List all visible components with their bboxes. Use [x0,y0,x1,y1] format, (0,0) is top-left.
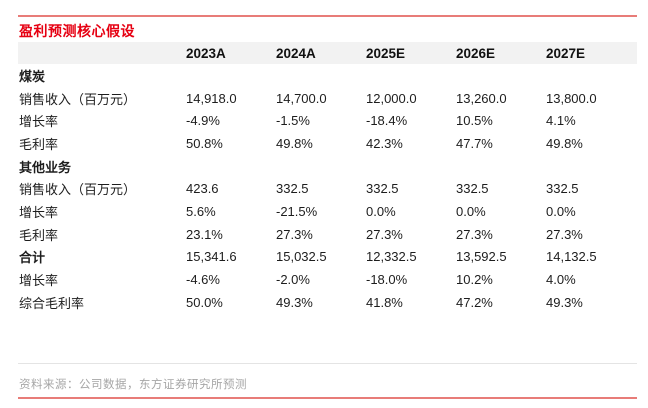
data-cell: 0.0% [366,203,396,219]
data-cell: 5.6% [186,203,216,219]
data-cell: 12,000.0 [366,90,417,106]
data-cell: 47.7% [456,135,493,151]
data-cell: 14,918.0 [186,90,237,106]
data-cell: -4.9% [186,113,220,129]
row-label: 增长率 [19,273,59,289]
forecast-table: 2023A 2024A 2025E 2026E 2027E 煤炭 销售收入（百万… [18,42,637,314]
data-cell: 42.3% [366,135,403,151]
table-row-coal-section: 煤炭 [18,64,637,87]
data-cell: 13,260.0 [456,90,507,106]
data-cell: 12,332.5 [366,249,417,265]
data-cell: -18.0% [366,272,408,288]
data-cell: 15,341.6 [186,249,237,265]
data-cell: 50.0% [186,294,223,310]
data-cell: 332.5 [546,181,579,197]
table-row-other-growth: 增长率 5.6% -21.5% 0.0% 0.0% 0.0% [18,200,637,223]
data-cell: 27.3% [366,226,403,242]
data-cell: 14,132.5 [546,249,597,265]
data-cell: 23.1% [186,226,223,242]
table-row-total-growth: 增长率 -4.6% -2.0% -18.0% 10.2% 4.0% [18,268,637,291]
row-label: 毛利率 [19,227,59,243]
header-cell-2025E: 2025E [366,45,406,61]
data-cell: 4.1% [546,113,576,129]
data-cell: 423.6 [186,181,219,197]
bottom-rule [18,397,637,399]
data-cell: 47.2% [456,294,493,310]
table-row-coal-growth: 增长率 -4.9% -1.5% -18.4% 10.5% 4.1% [18,109,637,132]
table-header-row: 2023A 2024A 2025E 2026E 2027E [18,42,637,64]
row-label: 合计 [19,250,46,266]
row-label: 增长率 [19,204,59,220]
table-row-coal-revenue: 销售收入（百万元） 14,918.0 14,700.0 12,000.0 13,… [18,87,637,110]
top-rule [18,15,637,17]
table-row-other-margin: 毛利率 23.1% 27.3% 27.3% 27.3% 27.3% [18,223,637,246]
data-cell: 10.2% [456,272,493,288]
row-label: 煤炭 [19,68,46,84]
row-label: 增长率 [19,114,59,130]
data-cell: 49.8% [276,135,313,151]
data-cell: 14,700.0 [276,90,327,106]
data-cell: 13,592.5 [456,249,507,265]
data-cell: 0.0% [456,203,486,219]
row-label: 综合毛利率 [19,295,85,311]
data-cell: 49.8% [546,135,583,151]
row-label: 销售收入（百万元） [19,182,137,198]
table-row-combined-margin: 综合毛利率 50.0% 49.3% 41.8% 47.2% 49.3% [18,291,637,314]
data-cell: 10.5% [456,113,493,129]
data-cell: 49.3% [276,294,313,310]
data-cell: 50.8% [186,135,223,151]
data-cell: -18.4% [366,113,408,129]
table-row-other-section: 其他业务 [18,155,637,178]
header-cell-2024A: 2024A [276,45,316,61]
data-cell: 49.3% [546,294,583,310]
data-cell: -21.5% [276,203,318,219]
data-cell: 332.5 [366,181,399,197]
data-cell: 332.5 [456,181,489,197]
data-cell: 0.0% [546,203,576,219]
row-label: 销售收入（百万元） [19,91,137,107]
row-label: 毛利率 [19,136,59,152]
data-cell: 13,800.0 [546,90,597,106]
data-cell: -2.0% [276,272,310,288]
data-cell: 27.3% [456,226,493,242]
data-cell: -4.6% [186,272,220,288]
table-row-other-revenue: 销售收入（百万元） 423.6 332.5 332.5 332.5 332.5 [18,177,637,200]
header-cell-2026E: 2026E [456,45,496,61]
data-cell: -1.5% [276,113,310,129]
table-row-total: 合计 15,341.6 15,032.5 12,332.5 13,592.5 1… [18,246,637,269]
source-note: 资料来源：公司数据，东方证券研究所预测 [19,379,247,391]
table-row-coal-margin: 毛利率 50.8% 49.8% 42.3% 47.7% 49.8% [18,132,637,155]
data-cell: 27.3% [276,226,313,242]
data-cell: 332.5 [276,181,309,197]
separator-rule [18,363,637,364]
row-label: 其他业务 [19,159,72,175]
header-cell-2023A: 2023A [186,45,226,61]
data-cell: 4.0% [546,272,576,288]
table-title: 盈利预测核心假设 [19,23,135,39]
data-cell: 27.3% [546,226,583,242]
header-cell-2027E: 2027E [546,45,586,61]
data-cell: 15,032.5 [276,249,327,265]
data-cell: 41.8% [366,294,403,310]
